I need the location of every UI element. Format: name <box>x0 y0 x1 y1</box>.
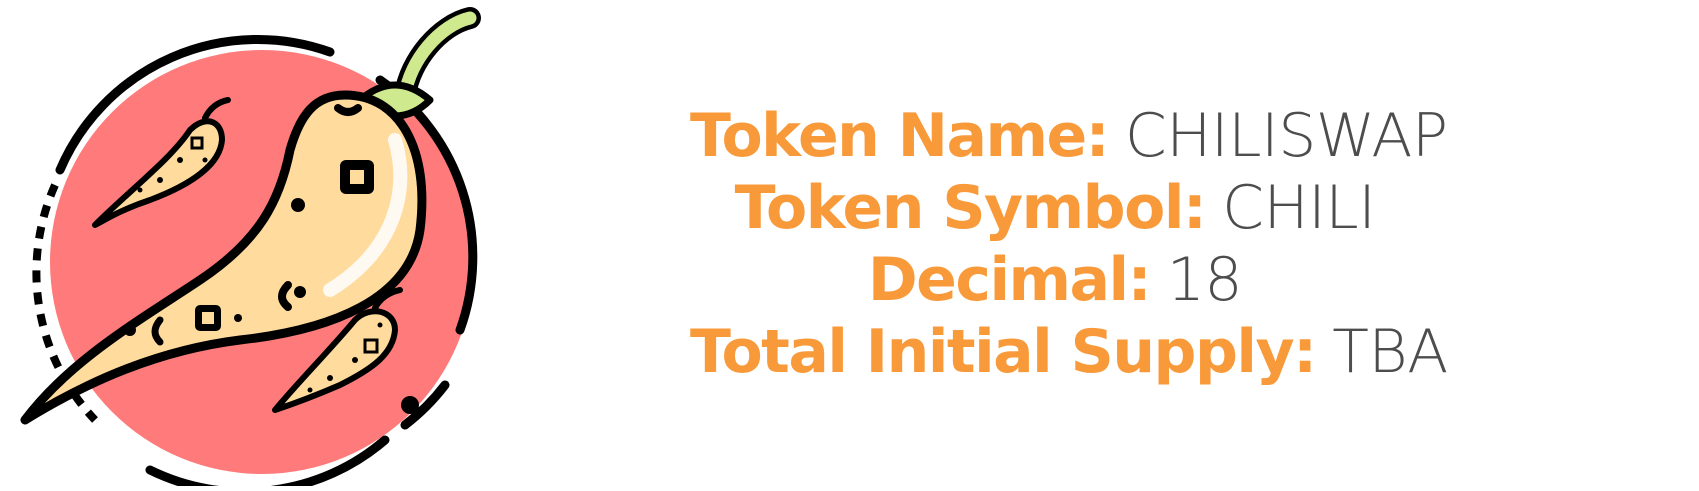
token-info: Token Name: CHILISWAP Token Symbol: CHIL… <box>690 100 1448 388</box>
total-supply-value: TBA <box>1332 317 1448 387</box>
token-name-row: Token Name: CHILISWAP <box>690 100 1448 172</box>
total-supply-row: Total Initial Supply: TBA <box>690 316 1448 388</box>
token-symbol-row: Token Symbol: CHILI <box>690 172 1420 244</box>
decimal-label: Decimal: <box>867 245 1152 315</box>
total-supply-label: Total Initial Supply: <box>690 317 1317 387</box>
chili-pepper-icon <box>20 7 481 491</box>
token-name-label: Token Name: <box>690 101 1110 171</box>
token-symbol-label: Token Symbol: <box>734 173 1207 243</box>
decimal-row: Decimal: 18 <box>690 244 1420 316</box>
small-pepper-icon <box>92 97 231 228</box>
chiliswap-logo <box>0 0 520 491</box>
decimal-value: 18 <box>1166 245 1243 315</box>
small-pepper-icon <box>272 287 403 413</box>
token-name-value: CHILISWAP <box>1124 101 1448 171</box>
token-symbol-value: CHILI <box>1222 173 1376 243</box>
